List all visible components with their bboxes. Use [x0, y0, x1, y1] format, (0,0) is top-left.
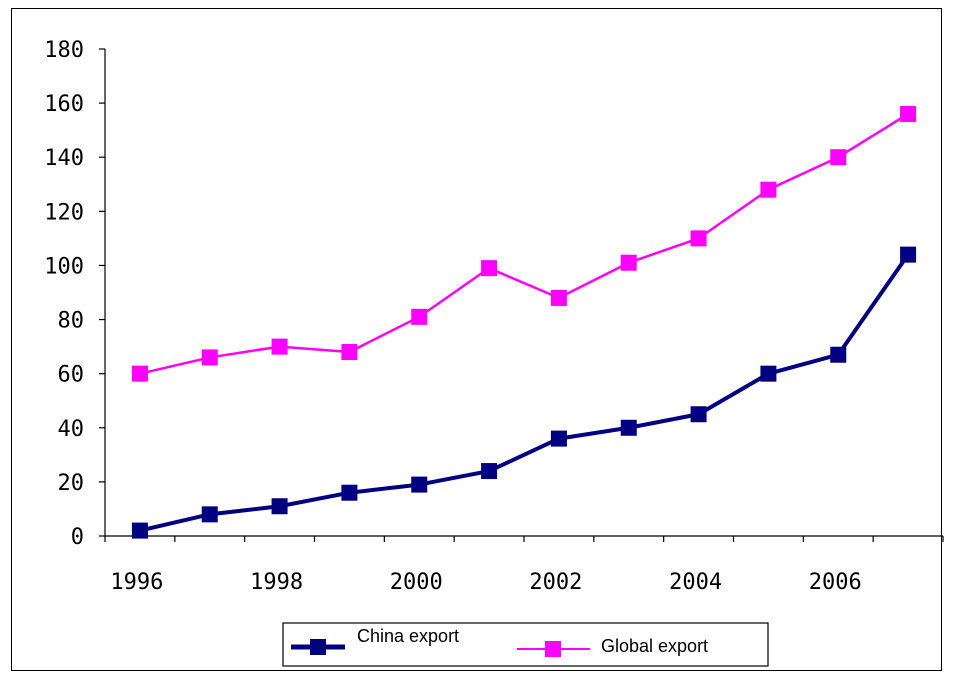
y-tick-label: 120	[44, 200, 84, 225]
legend-marker-global-export	[545, 641, 561, 657]
y-tick-label: 140	[44, 146, 84, 171]
y-tick-label: 160	[44, 92, 84, 117]
data-point-global-export	[900, 105, 917, 122]
data-point-china-export	[131, 522, 148, 539]
x-axis-ticks: 1996 1998 2000 2002 2004 2006	[104, 536, 944, 595]
data-point-china-export	[341, 484, 358, 501]
data-point-china-export	[271, 498, 288, 515]
legend-box	[282, 622, 769, 667]
x-tick-label: 2004	[669, 570, 722, 595]
data-point-china-export	[690, 406, 707, 423]
y-tick-label: 60	[58, 363, 85, 388]
y-tick-label: 80	[58, 309, 85, 334]
axes	[104, 49, 943, 537]
data-point-global-export	[760, 181, 777, 198]
legend-marker-china-export	[310, 639, 326, 655]
data-point-china-export	[830, 346, 847, 363]
data-point-china-export	[760, 365, 777, 382]
y-tick-label: 100	[44, 254, 84, 279]
data-point-china-export	[900, 246, 917, 263]
series-line-global-export	[139, 112, 909, 375]
chart-frame	[11, 8, 942, 671]
data-point-global-export	[201, 349, 218, 366]
series-group	[131, 105, 917, 539]
data-point-global-export	[550, 289, 567, 306]
x-tick-label: 2002	[529, 570, 582, 595]
y-tick-label: 40	[58, 417, 85, 442]
legend-label-china-export: China export	[357, 626, 459, 646]
data-point-global-export	[620, 254, 637, 271]
data-point-global-export	[830, 149, 847, 166]
legend-label-global-export: Global export	[601, 636, 708, 656]
data-point-global-export	[690, 230, 707, 247]
x-tick-label: 2000	[390, 570, 443, 595]
x-tick-label: 2006	[809, 570, 862, 595]
data-point-global-export	[481, 260, 498, 277]
data-point-global-export	[271, 338, 288, 355]
y-tick-label: 180	[44, 38, 84, 63]
x-tick-label: 1998	[250, 570, 303, 595]
data-point-china-export	[201, 506, 218, 523]
y-tick-label: 0	[71, 525, 84, 550]
data-point-global-export	[131, 365, 148, 382]
data-point-global-export	[411, 308, 428, 325]
data-point-global-export	[341, 344, 358, 361]
y-axis-ticks: 0 20 40 60 80 100 120 140 160 180	[44, 38, 105, 550]
series-line-china-export	[139, 253, 910, 533]
x-tick-label: 1996	[110, 570, 163, 595]
data-point-china-export	[481, 463, 498, 480]
legend: China export Global export	[282, 622, 769, 667]
data-point-china-export	[550, 430, 567, 447]
data-point-china-export	[620, 419, 637, 436]
data-point-china-export	[411, 476, 428, 493]
y-tick-label: 20	[58, 471, 85, 496]
